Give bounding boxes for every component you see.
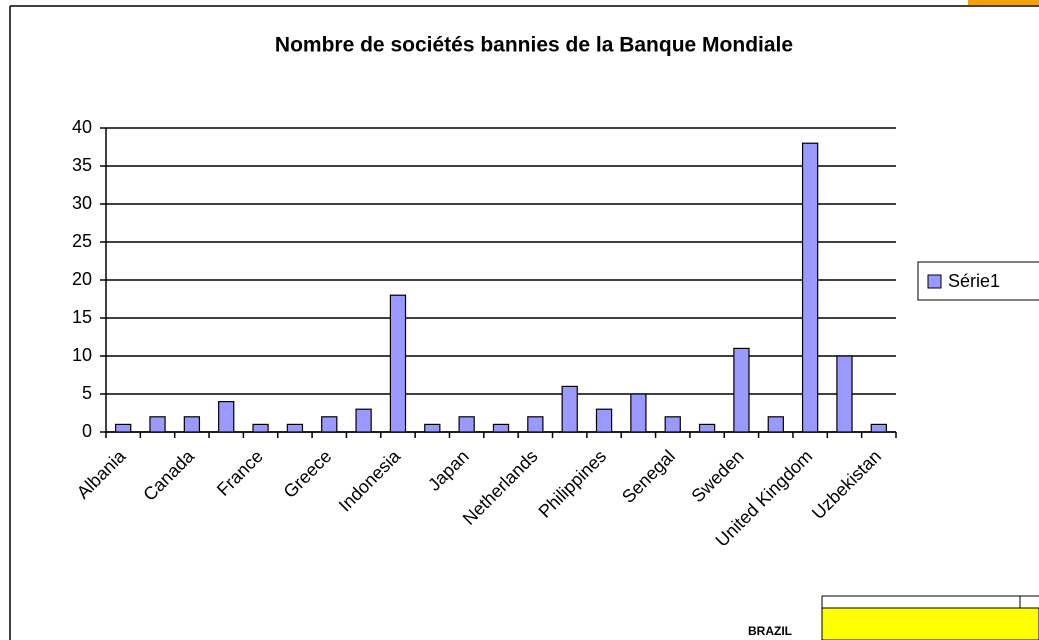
bar <box>870 423 887 433</box>
bar <box>801 142 819 433</box>
y-tick-label: 35 <box>72 155 92 175</box>
bar <box>252 423 269 433</box>
bar <box>698 423 716 433</box>
corner-cell <box>968 0 1039 5</box>
y-tick-label: 0 <box>82 421 92 441</box>
bar <box>630 393 647 433</box>
bar <box>355 408 372 433</box>
bar <box>115 423 132 433</box>
y-tick-label: 15 <box>72 307 92 327</box>
bar <box>218 401 235 433</box>
bar <box>733 347 750 433</box>
bar <box>492 423 510 433</box>
bar <box>664 416 681 433</box>
bar <box>561 385 578 433</box>
y-tick-label: 5 <box>82 383 92 403</box>
bar <box>149 416 166 433</box>
legend-label: Série1 <box>948 271 1000 291</box>
bar <box>527 416 544 433</box>
y-tick-label: 30 <box>72 193 92 213</box>
inset-bar <box>821 607 1039 640</box>
bar <box>836 355 853 433</box>
bar <box>183 416 201 433</box>
bar <box>458 416 475 433</box>
bar <box>595 408 613 433</box>
bar <box>321 416 338 433</box>
bar <box>286 423 304 433</box>
y-tick-label: 40 <box>72 117 92 137</box>
chart-title: Nombre de sociétés bannies de la Banque … <box>275 34 793 57</box>
y-tick-label: 25 <box>72 231 92 251</box>
bar <box>389 294 407 433</box>
bar <box>767 416 784 433</box>
inset-label: BRAZIL <box>748 624 792 638</box>
y-tick-label: 10 <box>72 345 92 365</box>
bar <box>424 423 441 433</box>
legend-swatch <box>927 274 942 289</box>
y-tick-label: 20 <box>72 269 92 289</box>
